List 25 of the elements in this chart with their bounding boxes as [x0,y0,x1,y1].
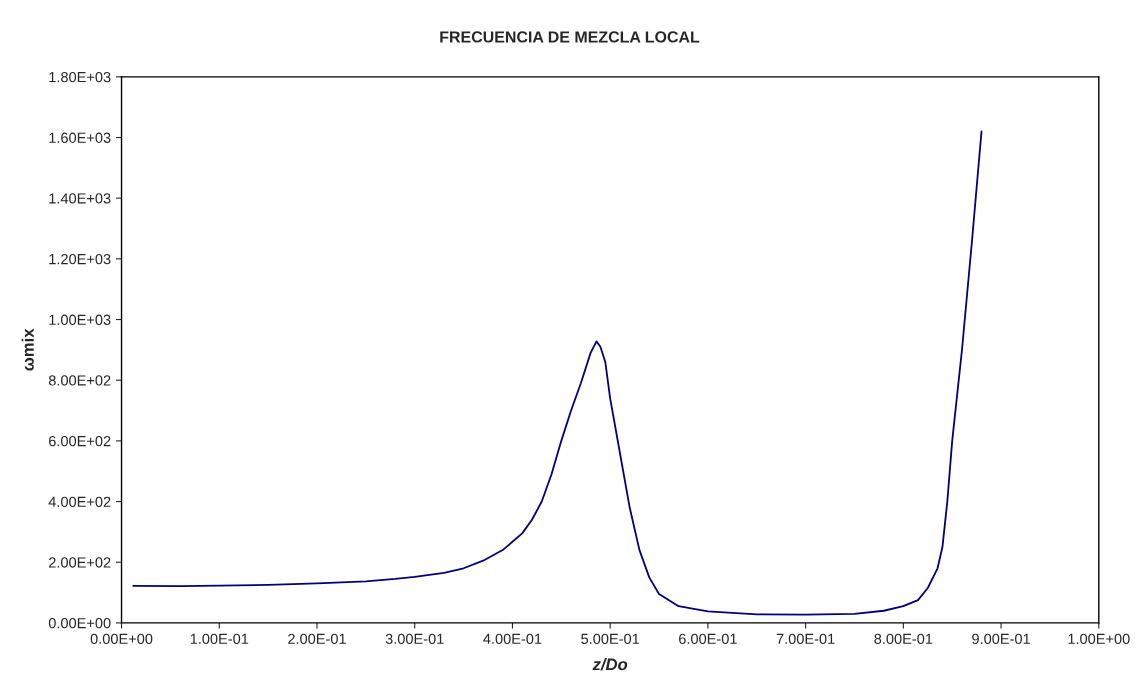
x-tick-label: 3.00E-01 [385,633,444,645]
x-tick-label: 1.00E+00 [1068,633,1130,645]
x-tick-label: 0.00E+00 [90,633,153,645]
x-tick-label: 6.00E-01 [679,633,737,645]
y-tick-label: 0.00E+00 [48,617,111,629]
y-tick-label: 1.80E+03 [49,71,111,83]
x-tick-label: 9.00E-01 [972,633,1030,645]
x-tick-label: 7.00E-01 [776,633,835,645]
y-axis-title: ωmix [21,328,34,371]
y-tick-label: 1.40E+03 [49,193,111,204]
x-tick-label: 4.00E-01 [483,633,542,645]
y-tick-label: 2.00E+02 [49,557,111,568]
x-tick-label: 5.00E-01 [581,633,640,645]
x-tick-label: 1.00E-01 [190,633,249,645]
line-series [132,130,983,616]
y-tick-label: 8.00E+02 [48,375,111,386]
y-tick-label: 6.00E+02 [49,435,111,447]
y-tick-label: 1.20E+03 [49,253,111,265]
chart-title: FRECUENCIA DE MEZCLA LOCAL [440,31,700,43]
x-axis-title: z/Do [592,658,628,671]
y-tick-label: 1.60E+03 [49,132,111,143]
y-tick-label: 1.00E+03 [49,314,111,325]
x-tick-label: 8.00E-01 [874,633,933,645]
y-tick-label: 4.00E+02 [48,496,111,507]
x-tick-label: 2.00E-01 [288,633,346,645]
